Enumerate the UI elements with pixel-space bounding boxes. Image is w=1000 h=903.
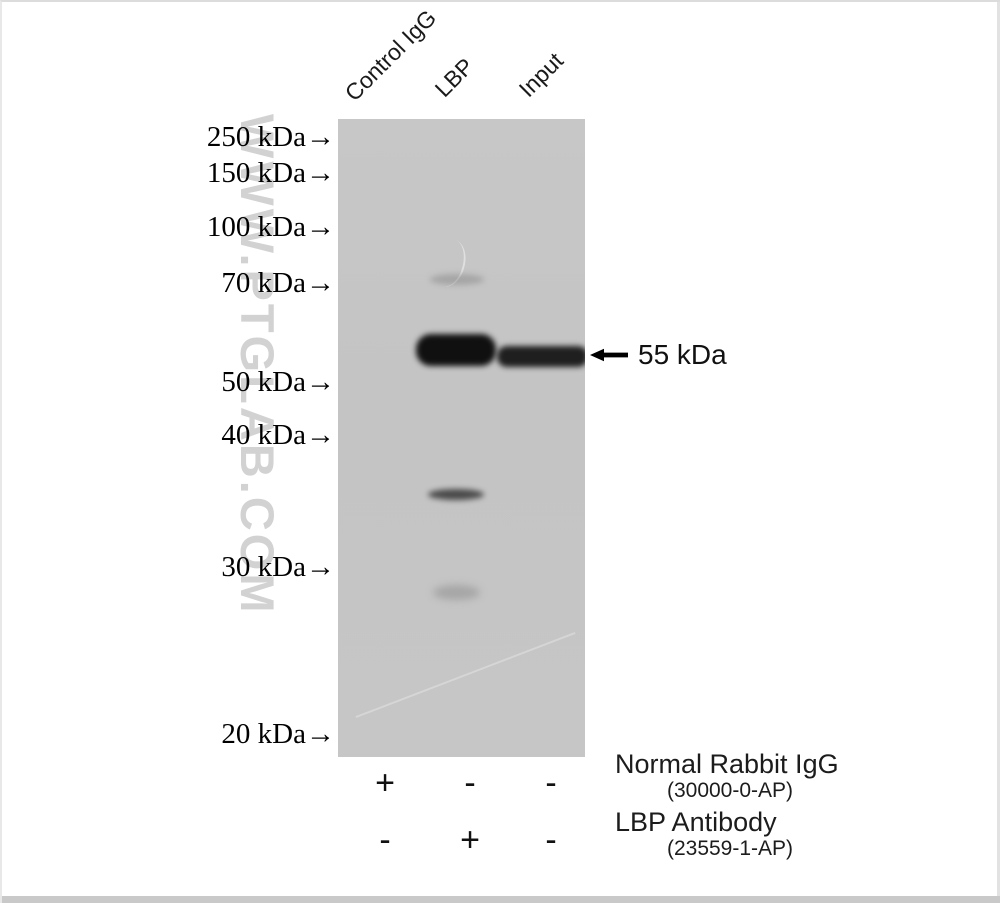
mw-marker-70kda: 70 kDa→ bbox=[221, 267, 335, 299]
lbp-70kda-faint-band bbox=[430, 274, 484, 285]
mw-marker-250kda: 250 kDa→ bbox=[206, 121, 335, 153]
mw-marker-40kda: 40 kDa→ bbox=[221, 419, 335, 451]
bottom-edge-strip bbox=[2, 896, 1000, 903]
igg-sign-control-lane: + bbox=[375, 764, 395, 802]
treatment-normal-rabbit-igg: Normal Rabbit IgG (30000-0-AP) bbox=[615, 749, 845, 803]
mw-marker-50kda: 50 kDa→ bbox=[221, 366, 335, 398]
right-edge-border bbox=[997, 2, 1000, 903]
antibody-sign-control-lane: - bbox=[379, 821, 391, 859]
band-size-callout: 55 kDa bbox=[590, 339, 727, 370]
input-55kda-band bbox=[497, 346, 585, 367]
membrane-diagonal-crease bbox=[355, 631, 576, 719]
mw-marker-30kda: 30 kDa→ bbox=[221, 551, 335, 583]
treatment-name: Normal Rabbit IgG bbox=[615, 749, 839, 779]
blot-membrane bbox=[338, 119, 585, 757]
mw-marker-150kda: 150 kDa→ bbox=[206, 157, 335, 189]
mw-marker-100kda: 100 kDa→ bbox=[206, 211, 335, 243]
band-size-label: 55 kDa bbox=[638, 339, 727, 370]
treatment-catalog-number: (30000-0-AP) bbox=[666, 779, 794, 802]
left-arrow-icon bbox=[590, 348, 628, 362]
antibody-sign-lbp-lane: + bbox=[460, 821, 480, 859]
treatment-name: LBP Antibody bbox=[615, 807, 777, 837]
lane-label-control-igg: Control IgG bbox=[339, 4, 442, 107]
lbp-35kda-band bbox=[428, 489, 484, 500]
lane-label-lbp: LBP bbox=[429, 52, 479, 102]
lbp-28kda-faint-band bbox=[433, 585, 480, 600]
igg-sign-lbp-lane: - bbox=[464, 764, 476, 802]
lbp-55kda-main-band bbox=[416, 334, 496, 366]
ptglab-watermark: WWW.PTGLAB.COM bbox=[231, 114, 284, 616]
igg-sign-input-lane: - bbox=[545, 764, 557, 802]
lane-label-input: Input bbox=[513, 47, 569, 102]
antibody-sign-input-lane: - bbox=[545, 821, 557, 859]
treatment-lbp-antibody: LBP Antibody (23559-1-AP) bbox=[615, 807, 845, 861]
treatment-catalog-number: (23559-1-AP) bbox=[666, 837, 794, 860]
mw-marker-20kda: 20 kDa→ bbox=[221, 718, 335, 750]
